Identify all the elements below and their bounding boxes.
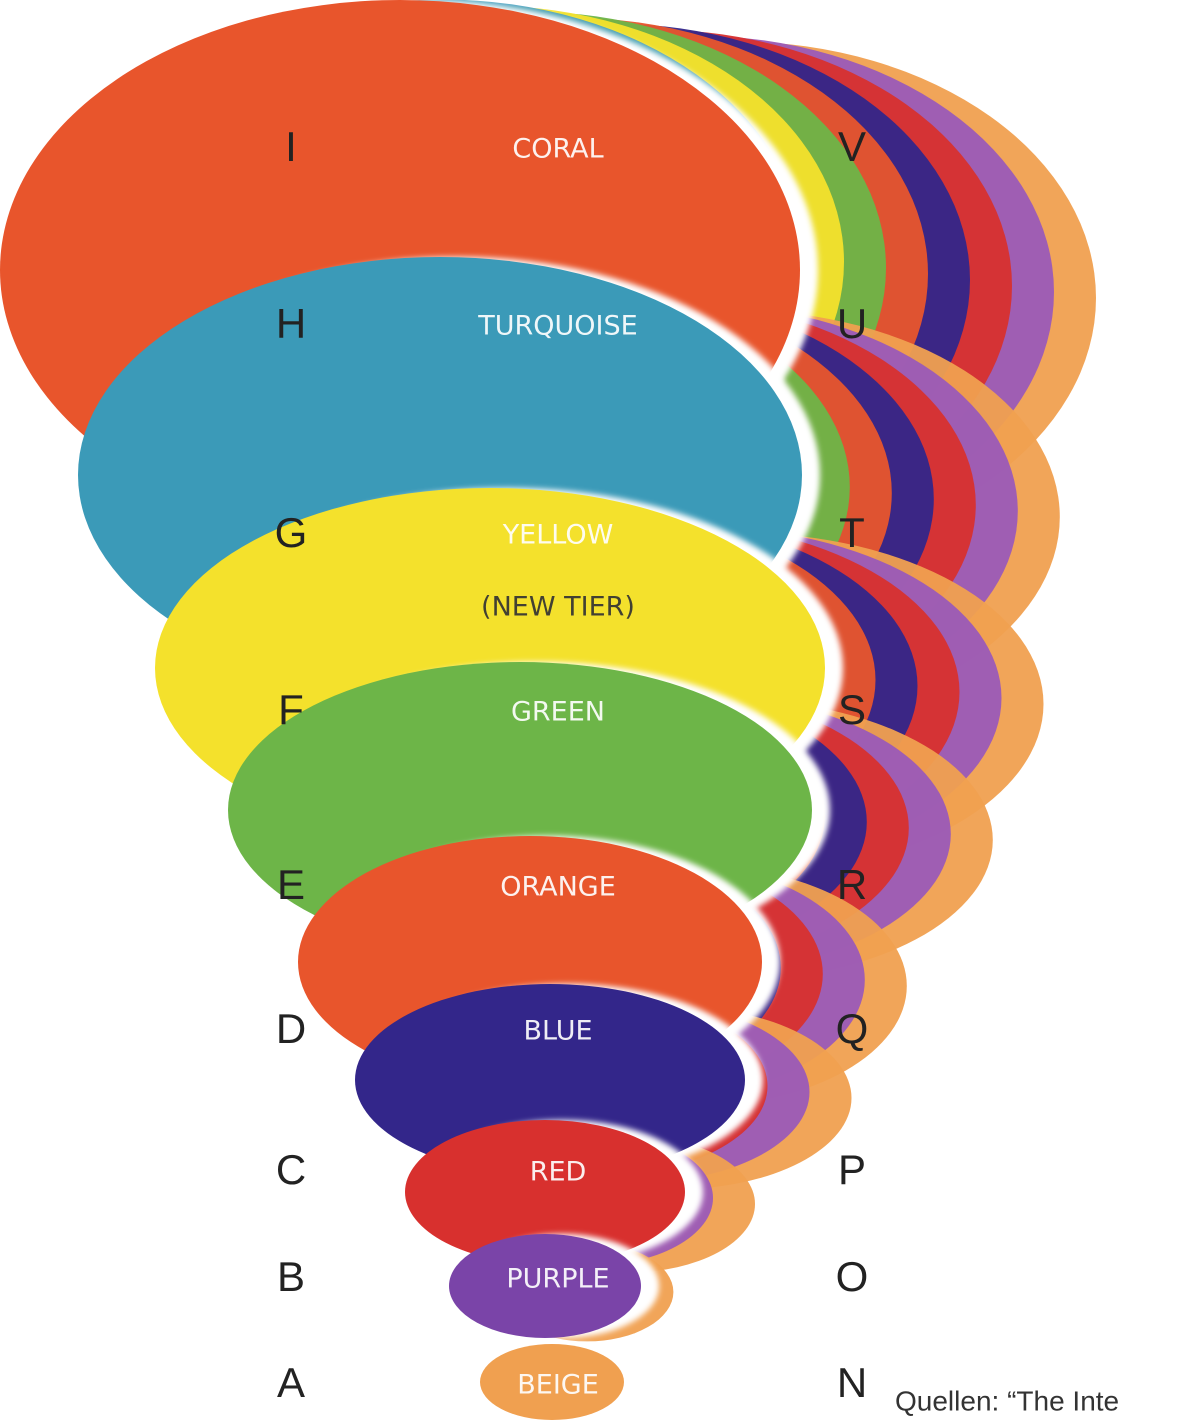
- spiral-diagram: I CORAL V H TURQUOISE U G YELLOW (NEW TIER) T F GRE…: [0, 0, 1178, 1420]
- source: Quellen: “The Inte: [895, 1385, 1119, 1416]
- tier-label: GREEN: [511, 697, 605, 728]
- tier-label: ORANGE: [500, 872, 616, 903]
- tier-label: BLUE: [523, 1016, 592, 1047]
- tier-label: TURQUOISE: [477, 311, 637, 342]
- right-letter: P: [838, 1146, 866, 1193]
- left-letter: D: [276, 1005, 306, 1052]
- left-letter: G: [275, 509, 308, 556]
- right-letter: R: [837, 861, 867, 908]
- left-letter: C: [276, 1146, 306, 1193]
- tier-label: PURPLE: [506, 1264, 609, 1295]
- page: I CORAL V H TURQUOISE U G YELLOW (NEW TIER) T F GRE…: [0, 0, 1178, 1420]
- left-letter: H: [276, 300, 306, 347]
- left-letter: F: [278, 686, 304, 733]
- tier-label: BEIGE: [517, 1370, 599, 1401]
- tier-label: RED: [530, 1157, 587, 1188]
- left-letter: E: [277, 861, 305, 908]
- right-letter: V: [838, 123, 866, 170]
- right-letter: Q: [836, 1005, 869, 1052]
- tier-label: CORAL: [512, 134, 603, 165]
- tier-note: (NEW TIER): [481, 592, 635, 623]
- right-letter: T: [839, 509, 865, 556]
- tier-label: YELLOW: [502, 520, 614, 551]
- right-letter: N: [837, 1359, 867, 1406]
- right-letter: U: [837, 300, 867, 347]
- right-letter: O: [836, 1253, 869, 1300]
- right-letter: S: [838, 686, 866, 733]
- left-letter: A: [277, 1359, 305, 1406]
- left-letter: I: [285, 123, 297, 170]
- left-letter: B: [277, 1253, 305, 1300]
